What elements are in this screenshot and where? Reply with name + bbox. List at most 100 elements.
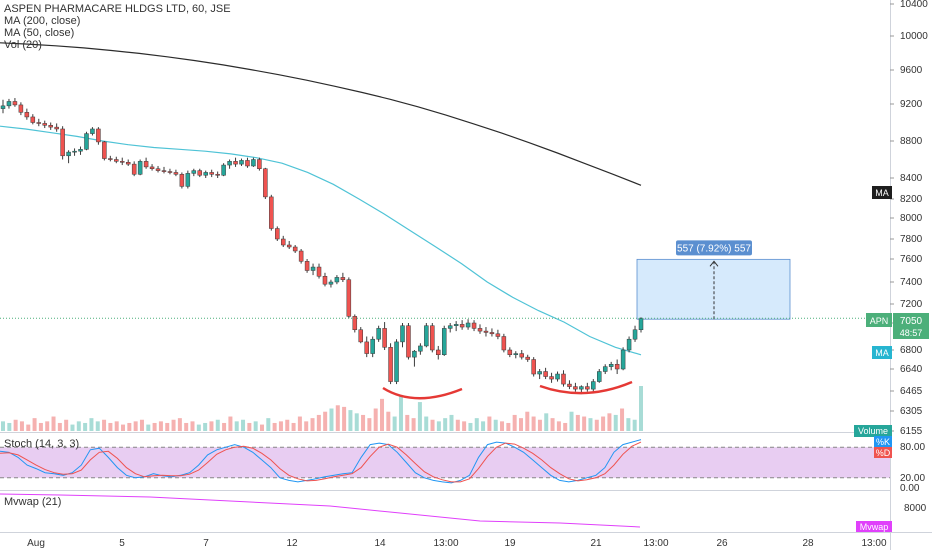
volume-bar [272, 422, 277, 431]
svg-text:%D: %D [876, 448, 891, 458]
candle-body [358, 329, 364, 343]
price-tick-label: 8400 [900, 173, 923, 184]
volume-bar [594, 419, 599, 431]
price-axis[interactable]: 10400 10000 9600 9200 8800 8400 8200 8000 7800 76… [890, 0, 928, 437]
time-tick-label: 13:00 [861, 538, 886, 549]
candle-body [0, 105, 6, 109]
candle-body [12, 101, 18, 106]
candle-body [430, 325, 435, 351]
candle-body [441, 328, 447, 355]
candle-body [597, 371, 602, 382]
candle-body [400, 325, 405, 343]
stoch-k-path [0, 439, 642, 484]
price-tick-label: 7800 [900, 234, 923, 245]
volume-bar [380, 398, 385, 431]
volume-bar [443, 418, 448, 431]
candle-body [376, 328, 381, 340]
measure-box[interactable] [636, 258, 791, 320]
stoch-lines [0, 439, 642, 484]
stoch-tick-label: 80.00 [900, 442, 925, 453]
candle-body [620, 349, 626, 370]
candle-body [477, 328, 483, 332]
ma200-legend[interactable]: MA (200, close) [4, 15, 81, 27]
volume-bars [1, 386, 643, 431]
volume-bar [171, 419, 176, 431]
candle-body [495, 333, 501, 337]
candle-body [370, 338, 375, 354]
price-pane[interactable] [0, 0, 890, 432]
svg-text:Volume: Volume [858, 426, 888, 436]
svg-text:MA: MA [875, 188, 889, 198]
volume-bar [316, 414, 321, 431]
time-tick-label: Aug [27, 538, 45, 549]
volume-bar [51, 416, 56, 431]
price-legend[interactable]: ASPEN PHARMACARE HLDGS LTD, 60, JSE MA (… [4, 3, 231, 51]
candle-body [36, 122, 42, 124]
candle-body [155, 168, 161, 171]
candle-body [382, 328, 387, 348]
measure-label: 557 (7.92%) 557 [677, 243, 751, 254]
measure-tool[interactable]: 557 (7.92%) 557 [636, 240, 791, 320]
volume-bar [417, 402, 422, 431]
annotation-arc-right[interactable] [539, 380, 633, 395]
candle-body [239, 160, 244, 165]
volume-bar [177, 418, 182, 431]
volume-bar [474, 418, 479, 431]
time-axis[interactable]: Aug 5 7 12 14 13:00 19 21 13:00 26 28 13:00 [27, 538, 887, 549]
volume-bar [607, 413, 612, 431]
candle-body [608, 364, 614, 367]
volume-bar [354, 413, 359, 431]
volume-badge: Volume [854, 425, 892, 437]
volume-bar [45, 421, 50, 431]
candle-body [465, 322, 471, 328]
candle-body [340, 277, 346, 280]
volume-legend[interactable]: Vol (20) [4, 39, 42, 51]
volume-bar [455, 419, 460, 431]
ma200-path [0, 42, 642, 186]
stoch-legend[interactable]: Stoch (14, 3, 3) [4, 438, 80, 450]
volume-bar [613, 414, 618, 431]
volume-bar [373, 408, 378, 431]
mvwap-legend[interactable]: Mvwap (21) [4, 496, 62, 508]
candle-body [114, 159, 119, 162]
volume-bar [329, 408, 334, 431]
volume-bar [398, 395, 403, 431]
ma50-badge: MA [872, 346, 892, 359]
price-tick-label: 6305 [900, 406, 923, 417]
candle-body [167, 171, 173, 173]
ma50-legend[interactable]: MA (50, close) [4, 27, 75, 39]
annotation-arc-left[interactable] [382, 386, 463, 400]
candle-body [24, 112, 30, 118]
volume-bar [190, 421, 195, 431]
candle-body [161, 170, 167, 172]
time-tick-label: 21 [590, 538, 602, 549]
candle-body [227, 161, 232, 166]
volume-bar [57, 422, 62, 431]
ma200-line [0, 42, 642, 186]
stoch-k-badge: %K [874, 436, 892, 447]
volume-bar [76, 421, 81, 431]
candle-body [120, 161, 125, 163]
measure-arrow-head [709, 260, 719, 267]
candle-body [108, 158, 113, 160]
volume-bar [38, 422, 43, 431]
candle-body [131, 163, 137, 175]
price-tick-label: 8000 [900, 213, 923, 224]
candle-body [418, 345, 423, 352]
volume-bar [152, 422, 157, 431]
candle-body [251, 159, 256, 167]
candle-body [143, 161, 149, 168]
candle-body [280, 238, 286, 246]
volume-bar [569, 411, 574, 431]
volume-bar [563, 422, 568, 431]
volume-bar [64, 419, 69, 431]
candle-body [48, 125, 53, 128]
candle-body [66, 151, 71, 157]
time-tick-label: 5 [119, 538, 125, 549]
volume-bar [26, 424, 31, 431]
volume-bar [7, 422, 12, 431]
time-tick-label: 26 [716, 538, 728, 549]
volume-bar [493, 419, 498, 431]
volume-bar [114, 421, 119, 431]
